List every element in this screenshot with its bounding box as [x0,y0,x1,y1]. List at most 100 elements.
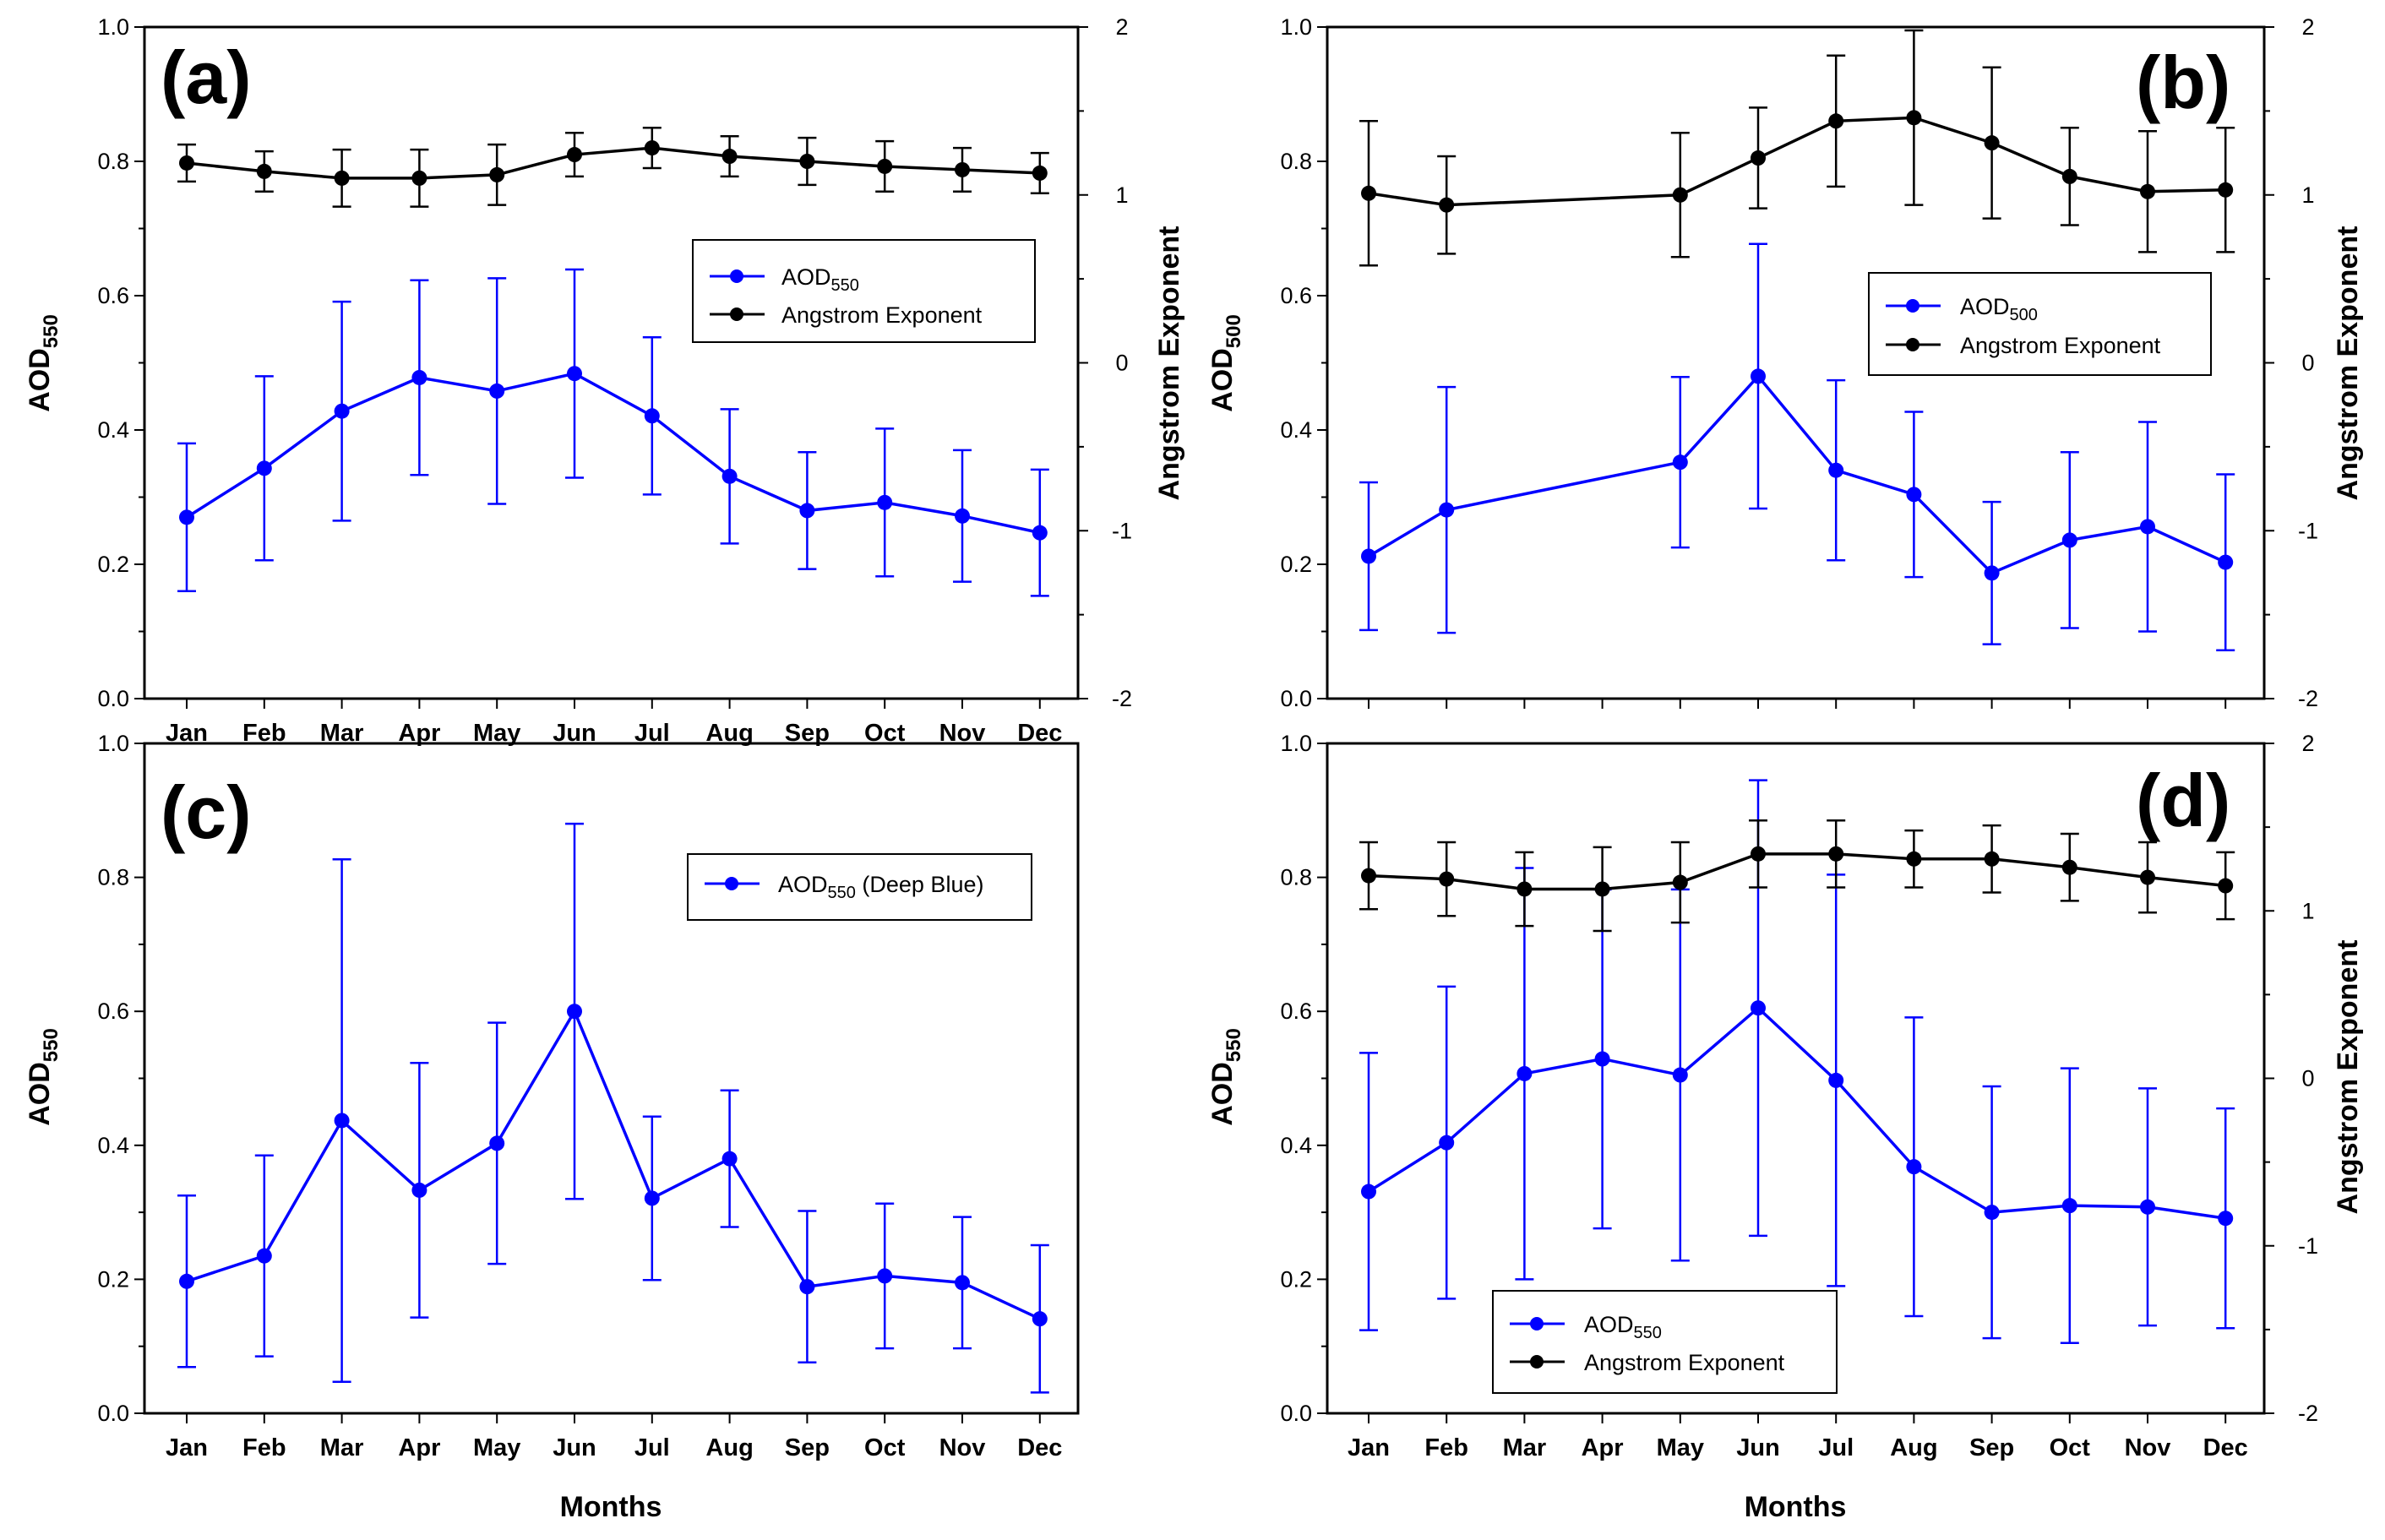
x-tick-label: Feb [242,720,286,747]
data-point [2140,519,2155,535]
data-point [179,1273,194,1289]
x-axis-label-right: Months [1745,1491,1847,1523]
data-point [256,1248,272,1264]
y2-tick-label: 1 [1115,182,1128,208]
legend-marker-aod [730,269,743,283]
y-tick-label: 0.6 [1280,283,1312,308]
data-point [489,383,505,399]
x-tick-label: Jun [1736,1434,1780,1461]
legend-label-aod: AOD550 (Deep Blue) [778,872,983,902]
data-point [567,147,582,163]
x-tick-label: Dec [1017,720,1062,747]
data-point [1361,548,1376,564]
x-tick-label: Jul [634,1434,670,1461]
legend-marker-angstrom [1906,338,1919,351]
data-point [1439,502,1455,518]
legend-label-aod: AOD550 [781,264,859,295]
y2-tick-label: 2 [1115,14,1128,40]
x-tick-label: Jul [634,720,670,747]
data-point [1439,197,1455,213]
x-tick-label: May [473,1434,520,1461]
x-tick-label: Nov [939,1434,986,1461]
y-tick-label: 0.4 [1280,1133,1312,1158]
data-point [1906,487,1922,503]
panel-c-frame [143,742,1080,1415]
data-point [2061,168,2077,184]
data-point [1361,868,1376,884]
panel-b-ticks: 0.0 0.2 0.4 0.6 0.8 1.0 -2 -1 0 1 2 [1280,14,2318,711]
x-tick-label: Mar [320,1434,364,1461]
data-point [1361,1184,1376,1200]
series-line [1368,1005,2226,1220]
y2-tick-label: -2 [2298,686,2318,711]
x-tick-label: Aug [705,1434,753,1461]
data-point [955,161,970,177]
panel-a-legend: AOD550 Angstrom Exponent [692,239,1036,343]
data-point [1906,1159,1922,1175]
data-point [334,170,350,186]
data-point [411,369,427,385]
data-point [955,1275,970,1291]
x-tick-label: Oct [864,720,906,747]
panel-c-ylabel: AOD550 [24,1028,63,1126]
data-point [1594,881,1610,897]
data-point [1516,881,1533,897]
data-point [179,509,194,525]
data-point [799,154,815,169]
data-point [1828,846,1844,862]
data-point [1439,871,1455,887]
data-point [644,408,660,424]
legend-label-aod: AOD500 [1960,294,2038,324]
y2-tick-label: -1 [1112,518,1132,543]
data-point [1751,1000,1766,1016]
panel-b-y2label: Angstrom Exponent [2332,226,2364,501]
panel-b-legend: AOD500 Angstrom Exponent [1868,272,2212,376]
panel-a-label: (a) [161,35,252,119]
data-point [1751,846,1766,862]
y-tick-label: 1.0 [97,14,129,40]
panel-c-label: (c) [161,770,252,854]
y2-tick-label: -1 [2298,1233,2318,1259]
data-point [2061,532,2077,548]
x-tick-label: Mar [1503,1434,1547,1461]
series-line [186,372,1041,535]
data-point [411,170,427,186]
legend-marker-angstrom [1530,1355,1544,1369]
data-point [1906,110,1922,126]
legend-marker-aod [1530,1317,1544,1330]
data-point [1032,525,1048,541]
y-tick-label: 0.2 [97,1266,129,1292]
panel-d-ylabel: AOD550 [1206,1028,1245,1126]
y-tick-label: 0.2 [1280,552,1312,577]
data-point [721,149,738,165]
x-tick-label: Jun [553,720,596,747]
x-tick-label: Sep [785,720,830,747]
data-point [877,158,893,174]
x-tick-label: Dec [1017,1434,1062,1461]
data-point [1828,1072,1844,1088]
x-tick-label: Nov [939,720,986,747]
data-point [1032,165,1048,181]
data-point [877,1268,893,1284]
y2-tick-label: -1 [2298,518,2318,543]
data-point [799,503,815,519]
y2-tick-label: 1 [2301,182,2314,208]
panel-c-legend: AOD550 (Deep Blue) [687,853,1032,921]
data-point [1516,1065,1533,1081]
panel-a-ylabel: AOD550 [24,314,63,412]
legend-label-angstrom: Angstrom Exponent [1960,333,2161,358]
data-point [1751,150,1766,166]
data-point [256,460,272,476]
y-tick-label: 0.6 [97,283,129,308]
data-point [2061,1198,2077,1214]
y-tick-label: 1.0 [1280,14,1312,40]
x-tick-label: Jul [1818,1434,1854,1461]
data-point [799,1279,815,1295]
data-point [721,1151,738,1167]
data-point [1984,135,2000,151]
data-point [567,1004,582,1020]
y2-tick-label: 1 [2301,898,2314,923]
panel-a-series [177,127,1049,597]
y2-tick-label: 2 [2301,14,2314,40]
data-point [2218,554,2234,570]
